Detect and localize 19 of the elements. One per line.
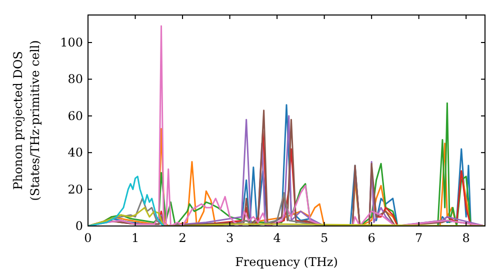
x-tick-label: 7 [415, 231, 423, 245]
x-tick-label: 8 [462, 231, 470, 245]
y-tick-label: 0 [75, 219, 83, 233]
y-tick-label: 60 [68, 108, 83, 123]
x-tick-label: 2 [178, 231, 186, 245]
x-tick-label: 0 [84, 231, 92, 245]
line-series [88, 176, 164, 226]
y-axis-title: Phonon projected DOS (States/THz·primitive cell) [11, 40, 42, 201]
x-axis-title: Frequency (THz) [235, 255, 338, 269]
x-tick-label: 4 [273, 231, 282, 245]
y-tick-label: 80 [68, 72, 83, 86]
y-tick-label: 40 [68, 146, 83, 160]
x-tick-label: 6 [368, 231, 376, 245]
x-tick-label: 1 [131, 231, 140, 245]
y-tick-label: 100 [60, 36, 83, 50]
x-tick-label: 5 [320, 231, 328, 245]
line-series [88, 206, 485, 226]
x-tick-label: 3 [226, 231, 234, 245]
y-tick-label: 20 [68, 182, 83, 196]
